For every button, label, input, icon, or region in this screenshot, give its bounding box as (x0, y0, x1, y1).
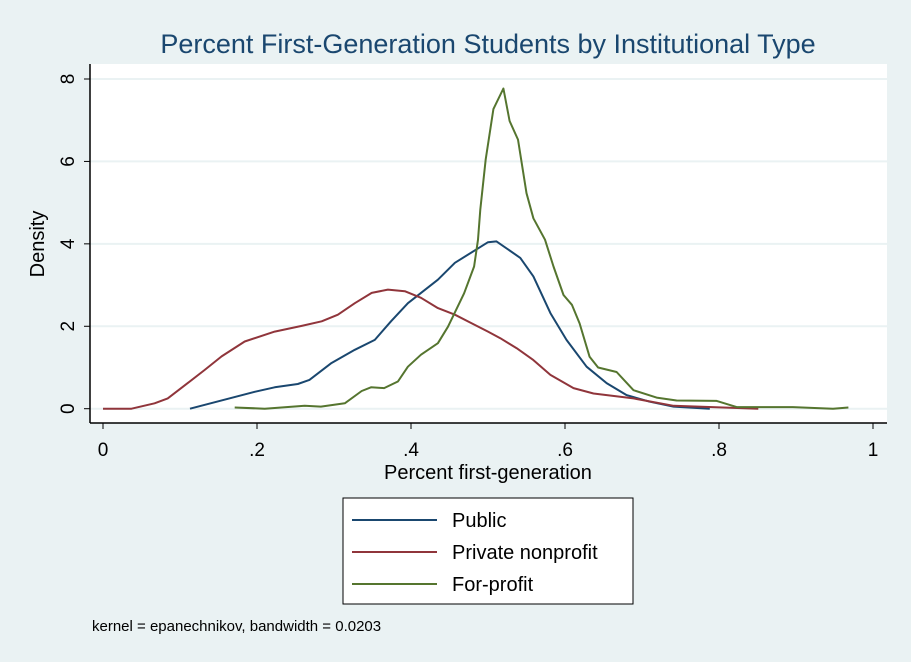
x-tick-label: .4 (403, 440, 419, 461)
density-curve-private-nonprofit (103, 288, 759, 410)
density-curve-for-profit (234, 87, 849, 410)
chart-note: kernel = epanechnikov, bandwidth = 0.020… (92, 618, 381, 635)
y-tick-label: 4 (58, 238, 79, 249)
legend-label-for-profit: For-profit (452, 574, 534, 596)
x-tick-label: 0 (98, 440, 109, 461)
y-tick-label: 8 (58, 74, 79, 85)
x-tick-label: .6 (557, 440, 573, 461)
density-curve-public (189, 240, 710, 410)
y-tick-label: 2 (58, 321, 79, 332)
chart-title: Percent First-Generation Students by Ins… (160, 29, 815, 59)
x-tick-label: 1 (868, 440, 879, 461)
legend-label-public: Public (452, 510, 506, 532)
y-axis-title: Density (27, 211, 49, 278)
x-tick-label: .2 (249, 440, 265, 461)
y-tick-label: 6 (58, 156, 79, 167)
y-tick-label: 0 (58, 403, 79, 414)
x-tick-label: .8 (711, 440, 727, 461)
legend-label-private-nonprofit: Private nonprofit (452, 542, 598, 564)
x-axis-title: Percent first-generation (384, 462, 592, 484)
